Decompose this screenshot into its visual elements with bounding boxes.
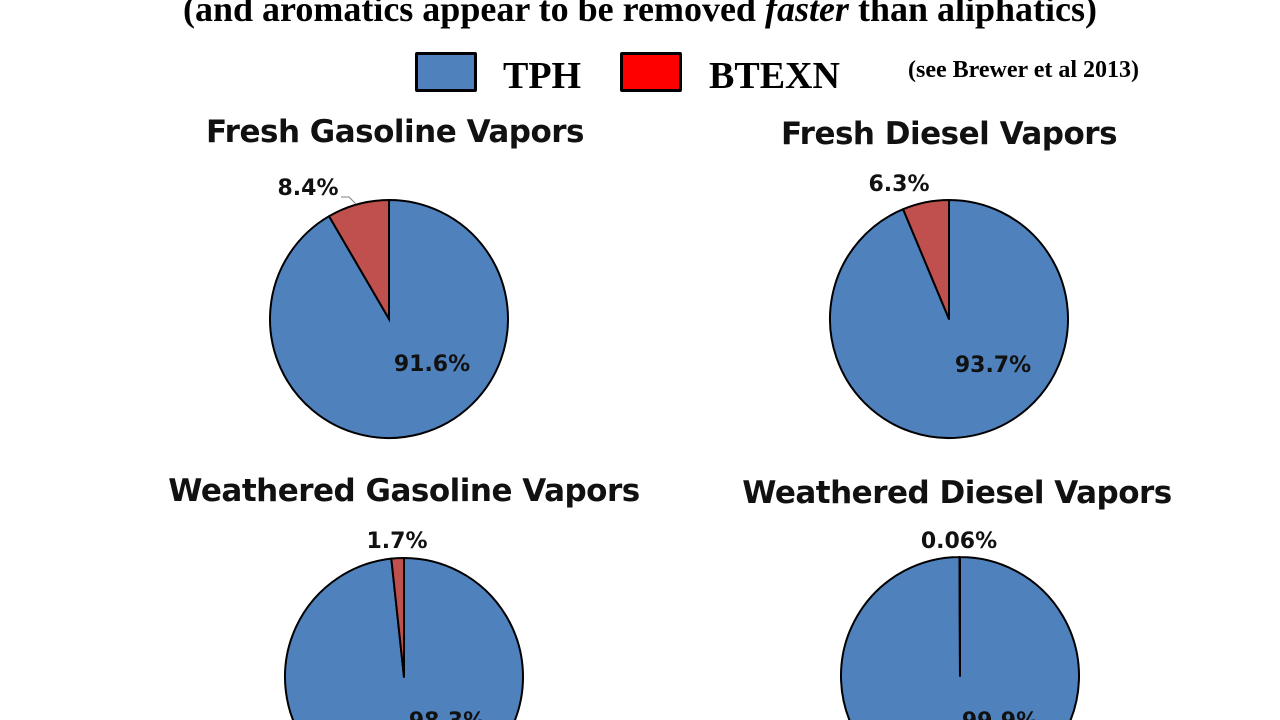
pie-title-weathered-diesel: Weathered Diesel Vapors — [742, 475, 1172, 511]
pie-fresh-gasoline: 8.4% 91.6% — [269, 176, 509, 439]
slice-tph — [269, 198, 509, 439]
label-btexn: 8.4% — [277, 176, 338, 201]
label-tph: 98.3% — [409, 709, 485, 720]
label-tph: 91.6% — [394, 352, 470, 377]
slice-btexn — [328, 199, 390, 320]
label-tph: 99.9% — [962, 709, 1038, 720]
heading-emphasis: faster — [764, 0, 849, 29]
pie-fresh-diesel: 6.3% 93.7% — [829, 172, 1069, 439]
citation: (see Brewer et al 2013) — [908, 57, 1140, 83]
slide-heading: (and aromatics appear to be removed fast… — [0, 0, 1280, 30]
pie-title-weathered-gasoline: Weathered Gasoline Vapors — [168, 473, 640, 509]
legend-swatch-tph — [415, 52, 477, 92]
pie-weathered-diesel: 0.06% 99.9% — [840, 529, 1081, 720]
pie-title-fresh-diesel: Fresh Diesel Vapors — [780, 116, 1118, 152]
heading-suffix: than aliphatics) — [848, 0, 1097, 29]
slice-btexn — [902, 199, 950, 320]
legend-label-btexn: BTEXN — [709, 55, 840, 97]
label-btexn: 0.06% — [921, 529, 997, 554]
pie-title-fresh-gasoline: Fresh Gasoline Vapors — [205, 114, 585, 150]
label-btexn: 1.7% — [366, 529, 427, 554]
legend-swatch-btexn — [620, 52, 682, 92]
slice-tph — [284, 556, 524, 720]
label-btexn: 6.3% — [868, 172, 929, 197]
label-leader-line — [341, 196, 357, 205]
legend-label-tph: TPH — [503, 55, 582, 97]
pie-weathered-gasoline: 1.7% 98.3% — [284, 529, 524, 720]
label-tph: 93.7% — [955, 353, 1031, 378]
slice-btexn — [390, 557, 405, 678]
heading-prefix: (and aromatics appear to be removed — [182, 0, 765, 29]
